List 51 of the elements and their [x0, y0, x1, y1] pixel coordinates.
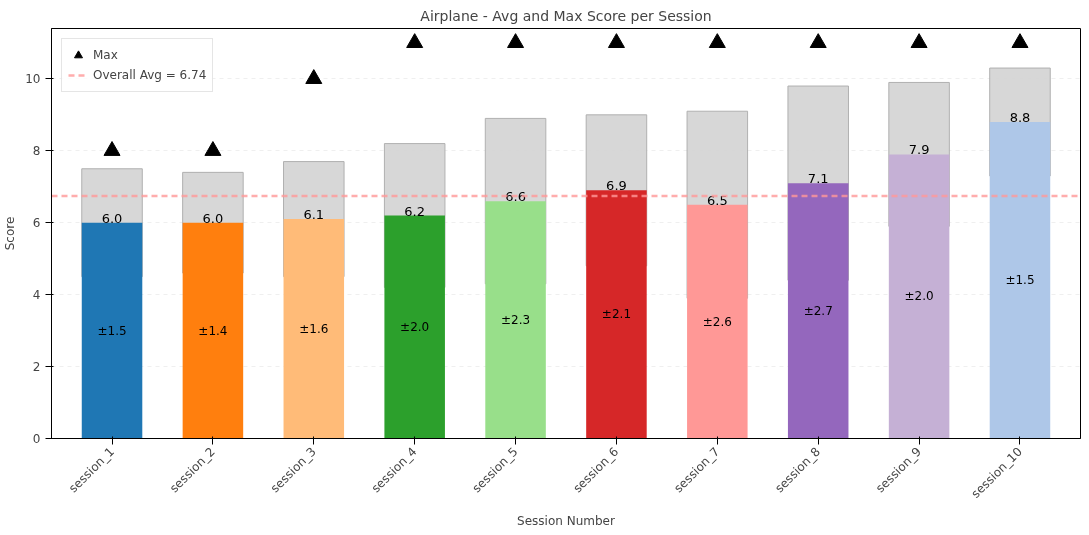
bar: [888, 154, 950, 439]
data-label: 6.6: [505, 189, 526, 205]
bar: [182, 222, 244, 439]
y-tick-label: 8: [32, 144, 41, 159]
data-label: 6.5: [706, 192, 728, 208]
annotation: ±2.0: [904, 289, 934, 304]
annotation: ±2.0: [400, 320, 430, 335]
point: [406, 33, 424, 48]
point: [910, 33, 928, 48]
point: [1011, 33, 1029, 48]
annotation: ±1.6: [299, 321, 329, 336]
annotation: ±2.7: [803, 303, 833, 318]
data-label: 8.8: [1009, 110, 1031, 126]
bar: [384, 215, 445, 439]
legend-label: Overall Avg = 6.74: [93, 68, 207, 82]
data-label: 6.9: [606, 178, 627, 194]
x-axis-title: Session Number: [517, 513, 615, 528]
y-tick-label: 6: [32, 216, 41, 231]
point: [103, 141, 121, 156]
annotation: ±1.5: [97, 323, 127, 338]
y-tick-label: 0: [32, 432, 41, 446]
y-tick-label: 10: [25, 72, 41, 87]
point: [204, 141, 222, 156]
y-axis-title: Score: [3, 216, 18, 251]
point: [809, 33, 827, 48]
annotation: ±1.5: [1005, 273, 1035, 288]
data-label: 6.2: [404, 203, 426, 219]
data-label: 7.1: [807, 171, 829, 187]
annotation: ±2.3: [500, 312, 531, 327]
annotation: ±2.1: [601, 307, 632, 322]
chart-title: Airplane - Avg and Max Score per Session: [420, 7, 712, 24]
data-label: 7.9: [908, 142, 930, 158]
annotation: ±2.6: [702, 314, 732, 329]
data-label: 6.0: [101, 210, 123, 226]
point: [708, 33, 726, 48]
bar: [485, 201, 546, 439]
bar: [283, 219, 345, 439]
bar: [687, 204, 748, 439]
point: [607, 33, 625, 48]
bar: [81, 222, 143, 439]
y-tick-label: 4: [32, 288, 41, 303]
legend-label: Max: [93, 48, 118, 62]
data-label: 6.0: [202, 210, 224, 226]
point: [305, 69, 323, 84]
annotation: ±1.4: [198, 323, 228, 338]
y-tick-label: 2: [32, 360, 41, 375]
bar: [586, 190, 647, 439]
data-label: 6.1: [303, 207, 325, 223]
bar: [989, 122, 1051, 439]
bar: [787, 183, 849, 439]
point: [507, 33, 525, 48]
